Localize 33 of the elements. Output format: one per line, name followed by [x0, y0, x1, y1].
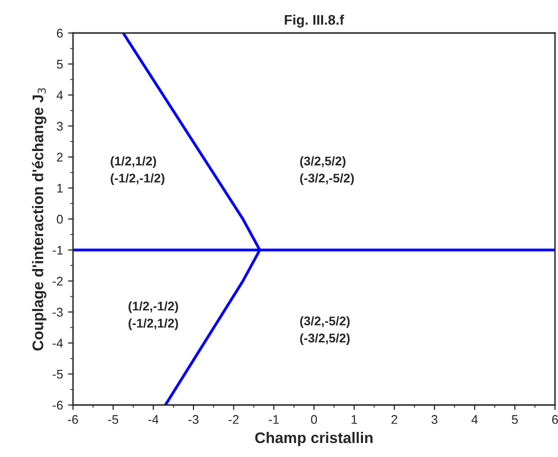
y-tick-label: 6	[56, 28, 63, 38]
x-tick-label: 3	[432, 415, 438, 424]
x-tick-label: 5	[512, 415, 518, 424]
y-tick-label: -5	[52, 370, 63, 379]
y-tick-label: -2	[52, 276, 63, 286]
y-tick-label: 5	[56, 60, 63, 69]
x-tick-label: 2	[391, 415, 398, 424]
y-tick-label: -6	[52, 400, 63, 410]
x-tick-label: -3	[188, 415, 199, 424]
y-tick-label: 0	[56, 214, 63, 224]
annotation: (1/2,-1/2) (-1/2,1/2)	[128, 301, 178, 330]
x-tick-label: -1	[268, 415, 279, 424]
x-tick-label: -2	[228, 415, 239, 424]
x-tick-label: 0	[311, 415, 317, 424]
x-tick-label: -6	[68, 415, 78, 424]
x-tick-label: -5	[108, 415, 118, 424]
y-tick-label: 4	[56, 90, 63, 100]
x-tick-label: 1	[352, 415, 358, 424]
annotation: (3/2,-5/2) (-3/2,5/2)	[300, 316, 350, 345]
x-axis-title: Champ cristallin	[255, 432, 372, 446]
y-tick-label: -4	[52, 338, 63, 348]
y-tick-label: -1	[52, 246, 63, 255]
y-tick-label: 1	[57, 184, 63, 193]
x-tick-label: 6	[552, 415, 558, 424]
y-tick-label: -3	[52, 308, 63, 317]
annotation: (3/2,5/2) (-3/2,-5/2)	[300, 156, 354, 186]
chart-title: Fig. III.8.f	[284, 14, 344, 28]
annotation: (1/2,1/2) (-1/2,-1/2)	[110, 156, 164, 186]
y-tick-label: 3	[56, 122, 63, 131]
y-axis-title: Couplage d'interaction d'échange J$_{3}$	[32, 88, 46, 351]
x-tick-label: 4	[471, 415, 478, 424]
y-tick-label: 2	[56, 152, 63, 162]
x-tick-label: -4	[148, 415, 159, 424]
